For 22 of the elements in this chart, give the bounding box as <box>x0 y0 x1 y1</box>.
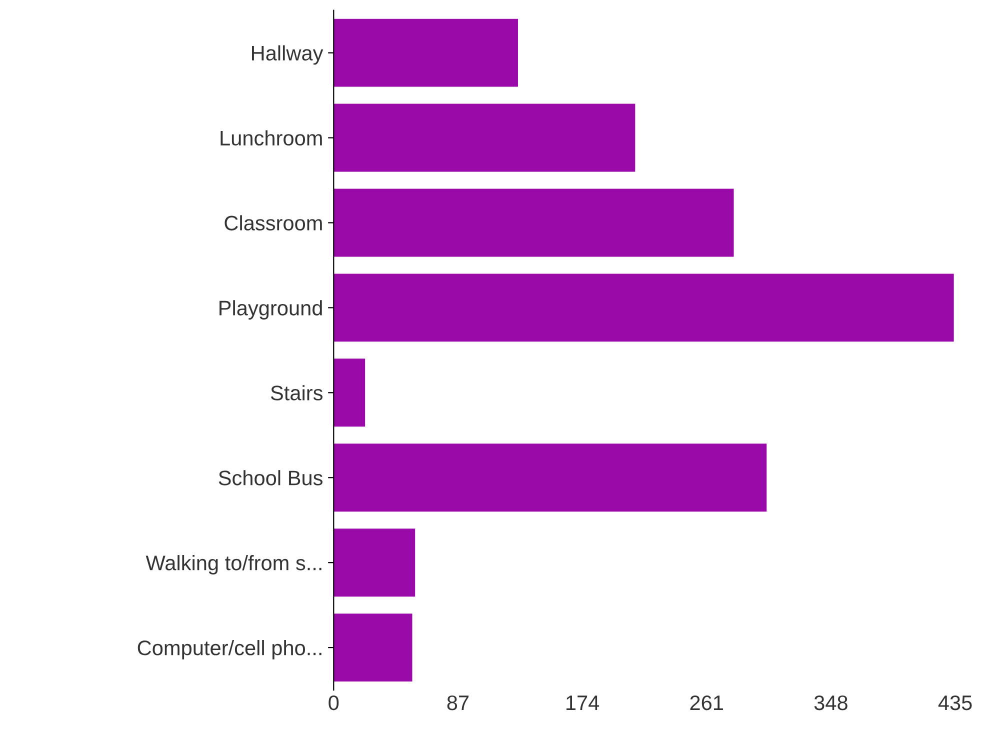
bar <box>334 444 767 512</box>
y-tick-label: Playground <box>220 300 322 320</box>
x-tick-label: 87 <box>447 695 469 710</box>
x-tick-label: 174 <box>566 696 600 710</box>
bar <box>334 104 636 172</box>
y-tick-label: School Bus <box>218 470 322 486</box>
x-tick-label: 435 <box>938 695 972 710</box>
bar <box>334 358 366 427</box>
bar <box>334 274 954 342</box>
y-tick-label: Walking to/from s... <box>146 555 322 574</box>
y-tick-label: Hallway <box>252 45 324 65</box>
x-tick-label: 261 <box>690 695 723 710</box>
bar <box>334 188 734 257</box>
bar <box>334 528 416 597</box>
y-tick-label: Stairs <box>270 385 322 400</box>
y-tick-label: Computer/cell pho... <box>138 640 322 660</box>
bar <box>334 614 412 682</box>
y-tick-label: Lunchroom <box>220 130 322 146</box>
bar <box>334 18 518 87</box>
y-tick-label: Classroom <box>224 215 322 230</box>
x-tick-label: 348 <box>814 695 848 710</box>
x-tick-label: 0 <box>328 695 339 710</box>
